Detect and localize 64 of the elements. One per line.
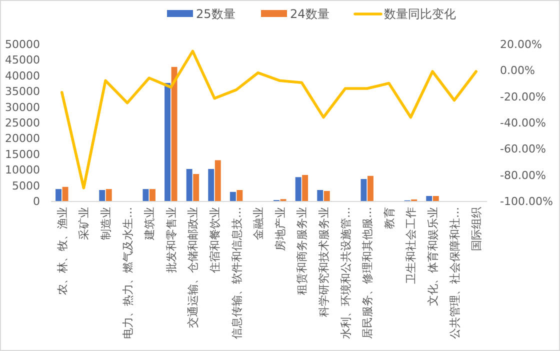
bar bbox=[426, 196, 432, 201]
x-tick-label: 建筑业 bbox=[143, 207, 156, 241]
bar bbox=[302, 174, 308, 201]
bar bbox=[236, 190, 243, 201]
bar bbox=[142, 189, 149, 201]
x-tick-label: 制造业 bbox=[100, 207, 112, 240]
x-tick-label: 公共管理、社会保障和社… bbox=[448, 207, 462, 339]
bar bbox=[295, 177, 302, 201]
bar bbox=[106, 189, 112, 201]
y-tick-label: 15000 bbox=[5, 148, 40, 161]
y-tick-label: 5000 bbox=[12, 179, 40, 192]
y2-tick-label: -20.00% bbox=[500, 90, 546, 104]
x-tick-label: 教育 bbox=[382, 207, 396, 229]
bar bbox=[214, 160, 221, 201]
x-tick-label: 房地产业 bbox=[274, 207, 287, 251]
bar bbox=[193, 174, 200, 201]
y2-tick-label: 0.00% bbox=[500, 64, 535, 78]
x-tick-label: 居民服务、修理和其他服… bbox=[361, 207, 374, 339]
y2-tick-label: 20.00% bbox=[500, 38, 542, 51]
legend-label: 25数量 bbox=[196, 7, 236, 21]
y-tick-label: 20000 bbox=[5, 132, 40, 146]
y-tick-label: 10000 bbox=[5, 164, 40, 177]
x-tick-label: 水利、环境和公共设施管… bbox=[339, 207, 352, 339]
bar bbox=[164, 82, 170, 201]
bar bbox=[99, 190, 106, 201]
x-tick-label: 租赁和商务服务业 bbox=[296, 207, 309, 295]
x-tick-label: 信息传输、软件和信息技… bbox=[230, 207, 244, 339]
x-tick-label: 住宿和餐饮业 bbox=[208, 207, 222, 273]
bar bbox=[56, 189, 62, 201]
x-tick-label: 电力、热力、燃气及水生… bbox=[121, 207, 134, 339]
y-tick-label: 0 bbox=[33, 195, 40, 208]
legend-label: 24数量 bbox=[290, 7, 330, 21]
x-tick-label: 交通运输、仓储和邮政业 bbox=[186, 207, 200, 328]
y2-tick-label: -60.00% bbox=[500, 142, 546, 156]
bar bbox=[324, 190, 330, 201]
y-tick-label: 35000 bbox=[5, 85, 40, 98]
legend-label: 数量同比变化 bbox=[384, 7, 456, 21]
x-tick-label: 国际组织 bbox=[470, 207, 484, 251]
y2-tick-label: -100.00% bbox=[500, 195, 553, 208]
y-tick-label: 45000 bbox=[5, 54, 40, 67]
x-tick-label: 科学研究和技术服务业 bbox=[318, 207, 330, 317]
bar bbox=[150, 189, 156, 201]
y-tick-label: 30000 bbox=[5, 100, 40, 114]
y-tick-label: 25000 bbox=[5, 116, 40, 130]
bar bbox=[317, 190, 324, 201]
bar bbox=[208, 168, 214, 201]
bar bbox=[186, 168, 192, 201]
y-tick-label: 50000 bbox=[5, 38, 40, 51]
y-tick-label: 40000 bbox=[5, 69, 40, 82]
y2-tick-label: -40.00% bbox=[500, 116, 546, 130]
x-tick-label: 文化、体育和娱乐业 bbox=[426, 207, 440, 306]
bar bbox=[62, 186, 68, 201]
y2-tick-label: -80.00% bbox=[500, 168, 546, 182]
bar bbox=[230, 192, 236, 201]
x-tick-label: 采矿业 bbox=[78, 207, 91, 240]
x-tick-label: 批发和零售业 bbox=[164, 207, 178, 273]
bar bbox=[171, 66, 178, 201]
bar bbox=[368, 176, 374, 201]
bar bbox=[432, 196, 439, 201]
line-series bbox=[60, 50, 478, 190]
x-tick-label: 金融业 bbox=[252, 207, 266, 240]
x-tick-label: 农、林、牧、渔业 bbox=[56, 207, 69, 295]
x-tick-label: 卫生和社会工作 bbox=[404, 207, 418, 284]
bar bbox=[360, 179, 367, 201]
